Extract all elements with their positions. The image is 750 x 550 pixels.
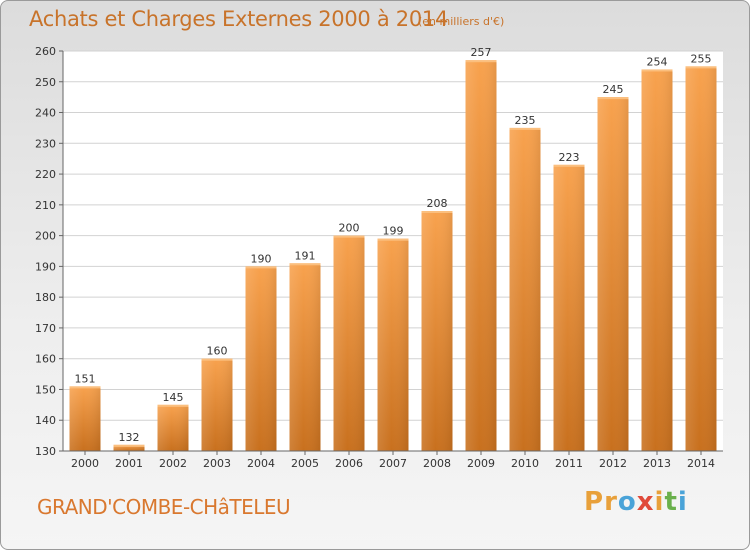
x-tick-label: 2006: [335, 457, 363, 470]
data-label: 132: [119, 431, 140, 444]
data-label: 190: [251, 252, 272, 265]
chart-subtitle: (en milliers d'€): [418, 15, 505, 28]
brand-letter: x: [636, 487, 655, 517]
brand-letter: o: [617, 487, 637, 517]
data-label: 191: [295, 249, 316, 262]
y-tick-label: 200: [35, 230, 56, 243]
y-tick-label: 210: [35, 199, 56, 212]
data-label: 151: [75, 372, 96, 385]
y-tick-label: 260: [35, 45, 56, 58]
bar-shade: [641, 69, 673, 451]
bar-shade: [509, 127, 541, 451]
data-label: 160: [207, 345, 228, 358]
y-tick-label: 190: [35, 260, 56, 273]
x-tick-label: 2001: [115, 457, 143, 470]
bar-shade: [113, 444, 145, 451]
brand-letter: t: [664, 487, 678, 517]
x-tick-label: 2002: [159, 457, 187, 470]
brand-letter: P: [584, 487, 605, 517]
bar-shade: [333, 235, 365, 451]
x-tick-label: 2007: [379, 457, 407, 470]
bar-top-highlight: [333, 235, 365, 238]
bar-top-highlight: [201, 358, 233, 361]
bar-shade: [597, 97, 629, 452]
x-tick-label: 2013: [643, 457, 671, 470]
x-tick-label: 2004: [247, 457, 275, 470]
bar-top-highlight: [421, 211, 453, 213]
bar-top-highlight: [377, 238, 409, 241]
x-tick-label: 2009: [467, 457, 495, 470]
bar-shade: [465, 60, 497, 451]
x-tick-label: 2014: [687, 457, 715, 470]
bar-shade: [289, 263, 321, 451]
y-tick-label: 180: [35, 291, 56, 304]
bar-top-highlight: [597, 97, 629, 100]
y-tick-label: 140: [35, 414, 56, 427]
y-tick-label: 160: [35, 353, 56, 366]
bar-top-highlight: [465, 60, 497, 63]
bar-top-highlight: [509, 127, 541, 130]
y-tick-label: 150: [35, 383, 56, 396]
x-tick-label: 2000: [71, 457, 99, 470]
y-tick-label: 230: [35, 137, 56, 150]
brand-letter: i: [654, 487, 665, 517]
x-tick-label: 2008: [423, 457, 451, 470]
data-label: 257: [471, 46, 492, 59]
data-label: 235: [515, 114, 536, 127]
x-tick-label: 2012: [599, 457, 627, 470]
bar-shade: [685, 66, 717, 451]
y-tick-label: 170: [35, 322, 56, 335]
x-tick-label: 2003: [203, 457, 231, 470]
data-label: 245: [603, 83, 624, 96]
x-tick-label: 2011: [555, 457, 583, 470]
bar-shade: [421, 211, 453, 451]
data-label: 255: [691, 52, 712, 65]
brand-letter: r: [604, 487, 618, 517]
brand-letter: i: [677, 487, 688, 517]
bar-shade: [553, 164, 585, 451]
chart-title: Achats et Charges Externes 2000 à 2014: [29, 7, 449, 31]
bar-top-highlight: [289, 263, 321, 266]
bar-top-highlight: [69, 386, 101, 389]
bar-top-highlight: [245, 266, 277, 269]
x-tick-label: 2010: [511, 457, 539, 470]
bar-top-highlight: [641, 69, 673, 72]
commune-name: GRAND'COMBE-CHâTELEU: [37, 495, 291, 519]
data-label: 145: [163, 391, 184, 404]
y-tick-label: 220: [35, 168, 56, 181]
data-label: 223: [559, 151, 580, 164]
bar-shade: [157, 404, 189, 451]
brand-logo: Proxiti: [584, 487, 688, 517]
bar-shade: [201, 358, 233, 451]
bar-top-highlight: [113, 444, 145, 447]
bar-shade: [245, 266, 277, 451]
data-label: 254: [647, 55, 668, 68]
y-tick-label: 240: [35, 107, 56, 120]
data-label: 200: [339, 222, 360, 235]
y-tick-label: 250: [35, 76, 56, 89]
bar-shade: [377, 238, 409, 451]
bar-top-highlight: [157, 404, 189, 407]
bar-top-highlight: [553, 164, 585, 167]
data-label: 199: [383, 225, 404, 238]
bar-shade: [69, 386, 101, 451]
y-tick-label: 130: [35, 445, 56, 458]
bar-top-highlight: [685, 66, 717, 69]
x-tick-label: 2005: [291, 457, 319, 470]
data-label: 208: [427, 197, 448, 210]
